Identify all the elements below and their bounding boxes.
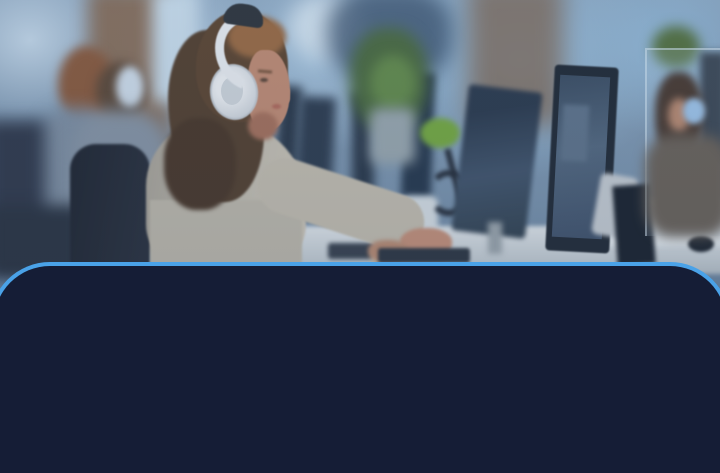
photo-greenery-top-right — [652, 26, 700, 68]
photo-large-plant-highlight — [370, 55, 416, 111]
photo-woman-hair-flow — [164, 118, 236, 210]
photo-small-plant — [420, 118, 460, 148]
photo-plant-pot — [370, 108, 415, 164]
photo-coworker2-headset — [116, 66, 144, 108]
panel-content: CASE STUDY A SEAMLESS IT TRANSITION FOR … — [0, 262, 720, 473]
case-study-panel — [0, 262, 720, 473]
photo-keyboard-background — [328, 243, 374, 259]
photo-office-chair — [70, 144, 150, 270]
photo-woman-eye — [260, 78, 268, 82]
photo-monitor-middle — [451, 84, 543, 239]
photo-headphone-earcup-inner — [221, 77, 243, 105]
photo-woman-nose — [276, 86, 290, 104]
photo-monitor-front-reflection — [560, 104, 590, 162]
photo-monitor-middle-stand — [488, 222, 502, 254]
photo-coworker3-body — [645, 135, 720, 237]
photo-coworker3-headphones — [683, 98, 705, 124]
photo-mouse — [688, 236, 714, 252]
photo-keyboard-foreground — [378, 248, 470, 263]
photo-woman-neck-shadow — [248, 112, 278, 140]
photo-woman-lips — [272, 104, 281, 109]
